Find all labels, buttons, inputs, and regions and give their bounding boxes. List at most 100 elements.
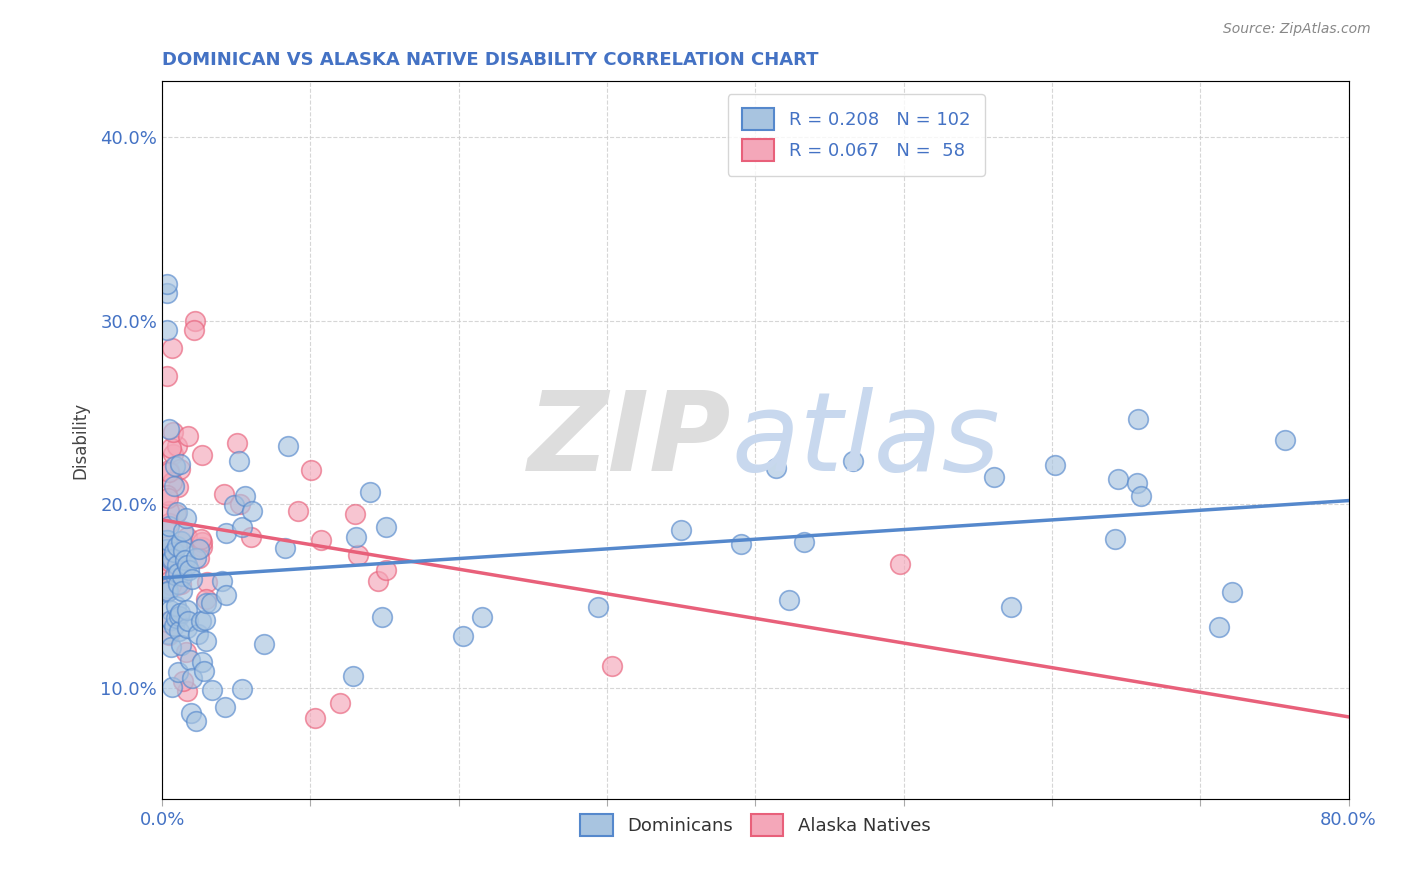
Point bbox=[176, 603, 198, 617]
Point bbox=[155, 541, 177, 556]
Point bbox=[188, 542, 211, 557]
Y-axis label: Disability: Disability bbox=[72, 401, 89, 479]
Point bbox=[342, 669, 364, 683]
Point bbox=[162, 475, 184, 489]
Point bbox=[169, 577, 191, 591]
Point bbox=[155, 533, 177, 547]
Point bbox=[194, 613, 217, 627]
Point bbox=[231, 520, 253, 534]
Point bbox=[157, 516, 180, 530]
Point bbox=[186, 551, 208, 566]
Point bbox=[190, 541, 212, 555]
Point bbox=[167, 480, 190, 494]
Point bbox=[274, 541, 297, 555]
Point bbox=[159, 556, 181, 570]
Point bbox=[155, 565, 177, 579]
Point bbox=[1000, 600, 1022, 615]
Point bbox=[155, 546, 177, 560]
Point bbox=[162, 447, 184, 461]
Point bbox=[176, 684, 198, 698]
Point bbox=[155, 285, 177, 300]
Point bbox=[176, 558, 198, 573]
Point bbox=[169, 457, 191, 471]
Point bbox=[160, 552, 183, 566]
Point bbox=[841, 454, 863, 468]
Point bbox=[195, 592, 218, 607]
Legend: Dominicans, Alaska Natives: Dominicans, Alaska Natives bbox=[572, 807, 938, 844]
Point bbox=[194, 596, 217, 610]
Point bbox=[157, 627, 180, 641]
Point bbox=[287, 504, 309, 518]
Point bbox=[176, 621, 198, 635]
Point bbox=[347, 548, 370, 562]
Point bbox=[177, 429, 200, 443]
Point bbox=[184, 714, 207, 728]
Point bbox=[1220, 584, 1243, 599]
Point bbox=[172, 544, 194, 558]
Point bbox=[793, 534, 815, 549]
Point bbox=[183, 323, 205, 337]
Point bbox=[169, 462, 191, 476]
Point bbox=[195, 575, 218, 590]
Point bbox=[374, 520, 396, 534]
Point bbox=[156, 491, 179, 505]
Point bbox=[1043, 458, 1066, 472]
Point bbox=[240, 530, 263, 544]
Point bbox=[165, 599, 187, 614]
Point bbox=[1274, 434, 1296, 448]
Point bbox=[155, 488, 177, 502]
Point bbox=[155, 548, 177, 562]
Point bbox=[163, 568, 186, 582]
Point bbox=[191, 655, 214, 669]
Point bbox=[155, 615, 177, 629]
Point bbox=[190, 532, 212, 546]
Point bbox=[586, 600, 609, 615]
Point bbox=[344, 531, 367, 545]
Point bbox=[167, 608, 190, 623]
Point bbox=[184, 313, 207, 327]
Point bbox=[174, 645, 197, 659]
Point bbox=[167, 577, 190, 591]
Point bbox=[170, 569, 193, 583]
Point bbox=[193, 664, 215, 678]
Text: atlas: atlas bbox=[731, 386, 1000, 493]
Point bbox=[155, 323, 177, 337]
Point bbox=[157, 574, 180, 588]
Point bbox=[160, 442, 183, 456]
Point bbox=[163, 545, 186, 559]
Point bbox=[174, 511, 197, 525]
Point bbox=[166, 505, 188, 519]
Point bbox=[180, 572, 202, 586]
Point bbox=[889, 557, 911, 571]
Point bbox=[167, 566, 190, 580]
Point bbox=[191, 448, 214, 462]
Point bbox=[222, 498, 245, 512]
Point bbox=[765, 461, 787, 475]
Point bbox=[180, 706, 202, 720]
Point bbox=[200, 596, 222, 610]
Point bbox=[166, 439, 188, 453]
Point bbox=[1208, 620, 1230, 634]
Point bbox=[451, 630, 474, 644]
Point bbox=[471, 609, 494, 624]
Point bbox=[231, 682, 253, 697]
Point bbox=[1130, 489, 1153, 503]
Point bbox=[299, 463, 322, 477]
Point bbox=[371, 610, 394, 624]
Point bbox=[159, 550, 181, 565]
Point bbox=[229, 497, 252, 511]
Point bbox=[344, 507, 367, 521]
Point bbox=[159, 603, 181, 617]
Point bbox=[669, 523, 692, 537]
Point bbox=[160, 341, 183, 355]
Point bbox=[165, 611, 187, 625]
Point bbox=[176, 530, 198, 544]
Point bbox=[165, 507, 187, 521]
Point bbox=[253, 636, 276, 650]
Point bbox=[157, 583, 180, 598]
Point bbox=[242, 504, 264, 518]
Point bbox=[177, 563, 200, 577]
Point bbox=[228, 454, 250, 468]
Point bbox=[156, 585, 179, 599]
Point bbox=[190, 614, 212, 628]
